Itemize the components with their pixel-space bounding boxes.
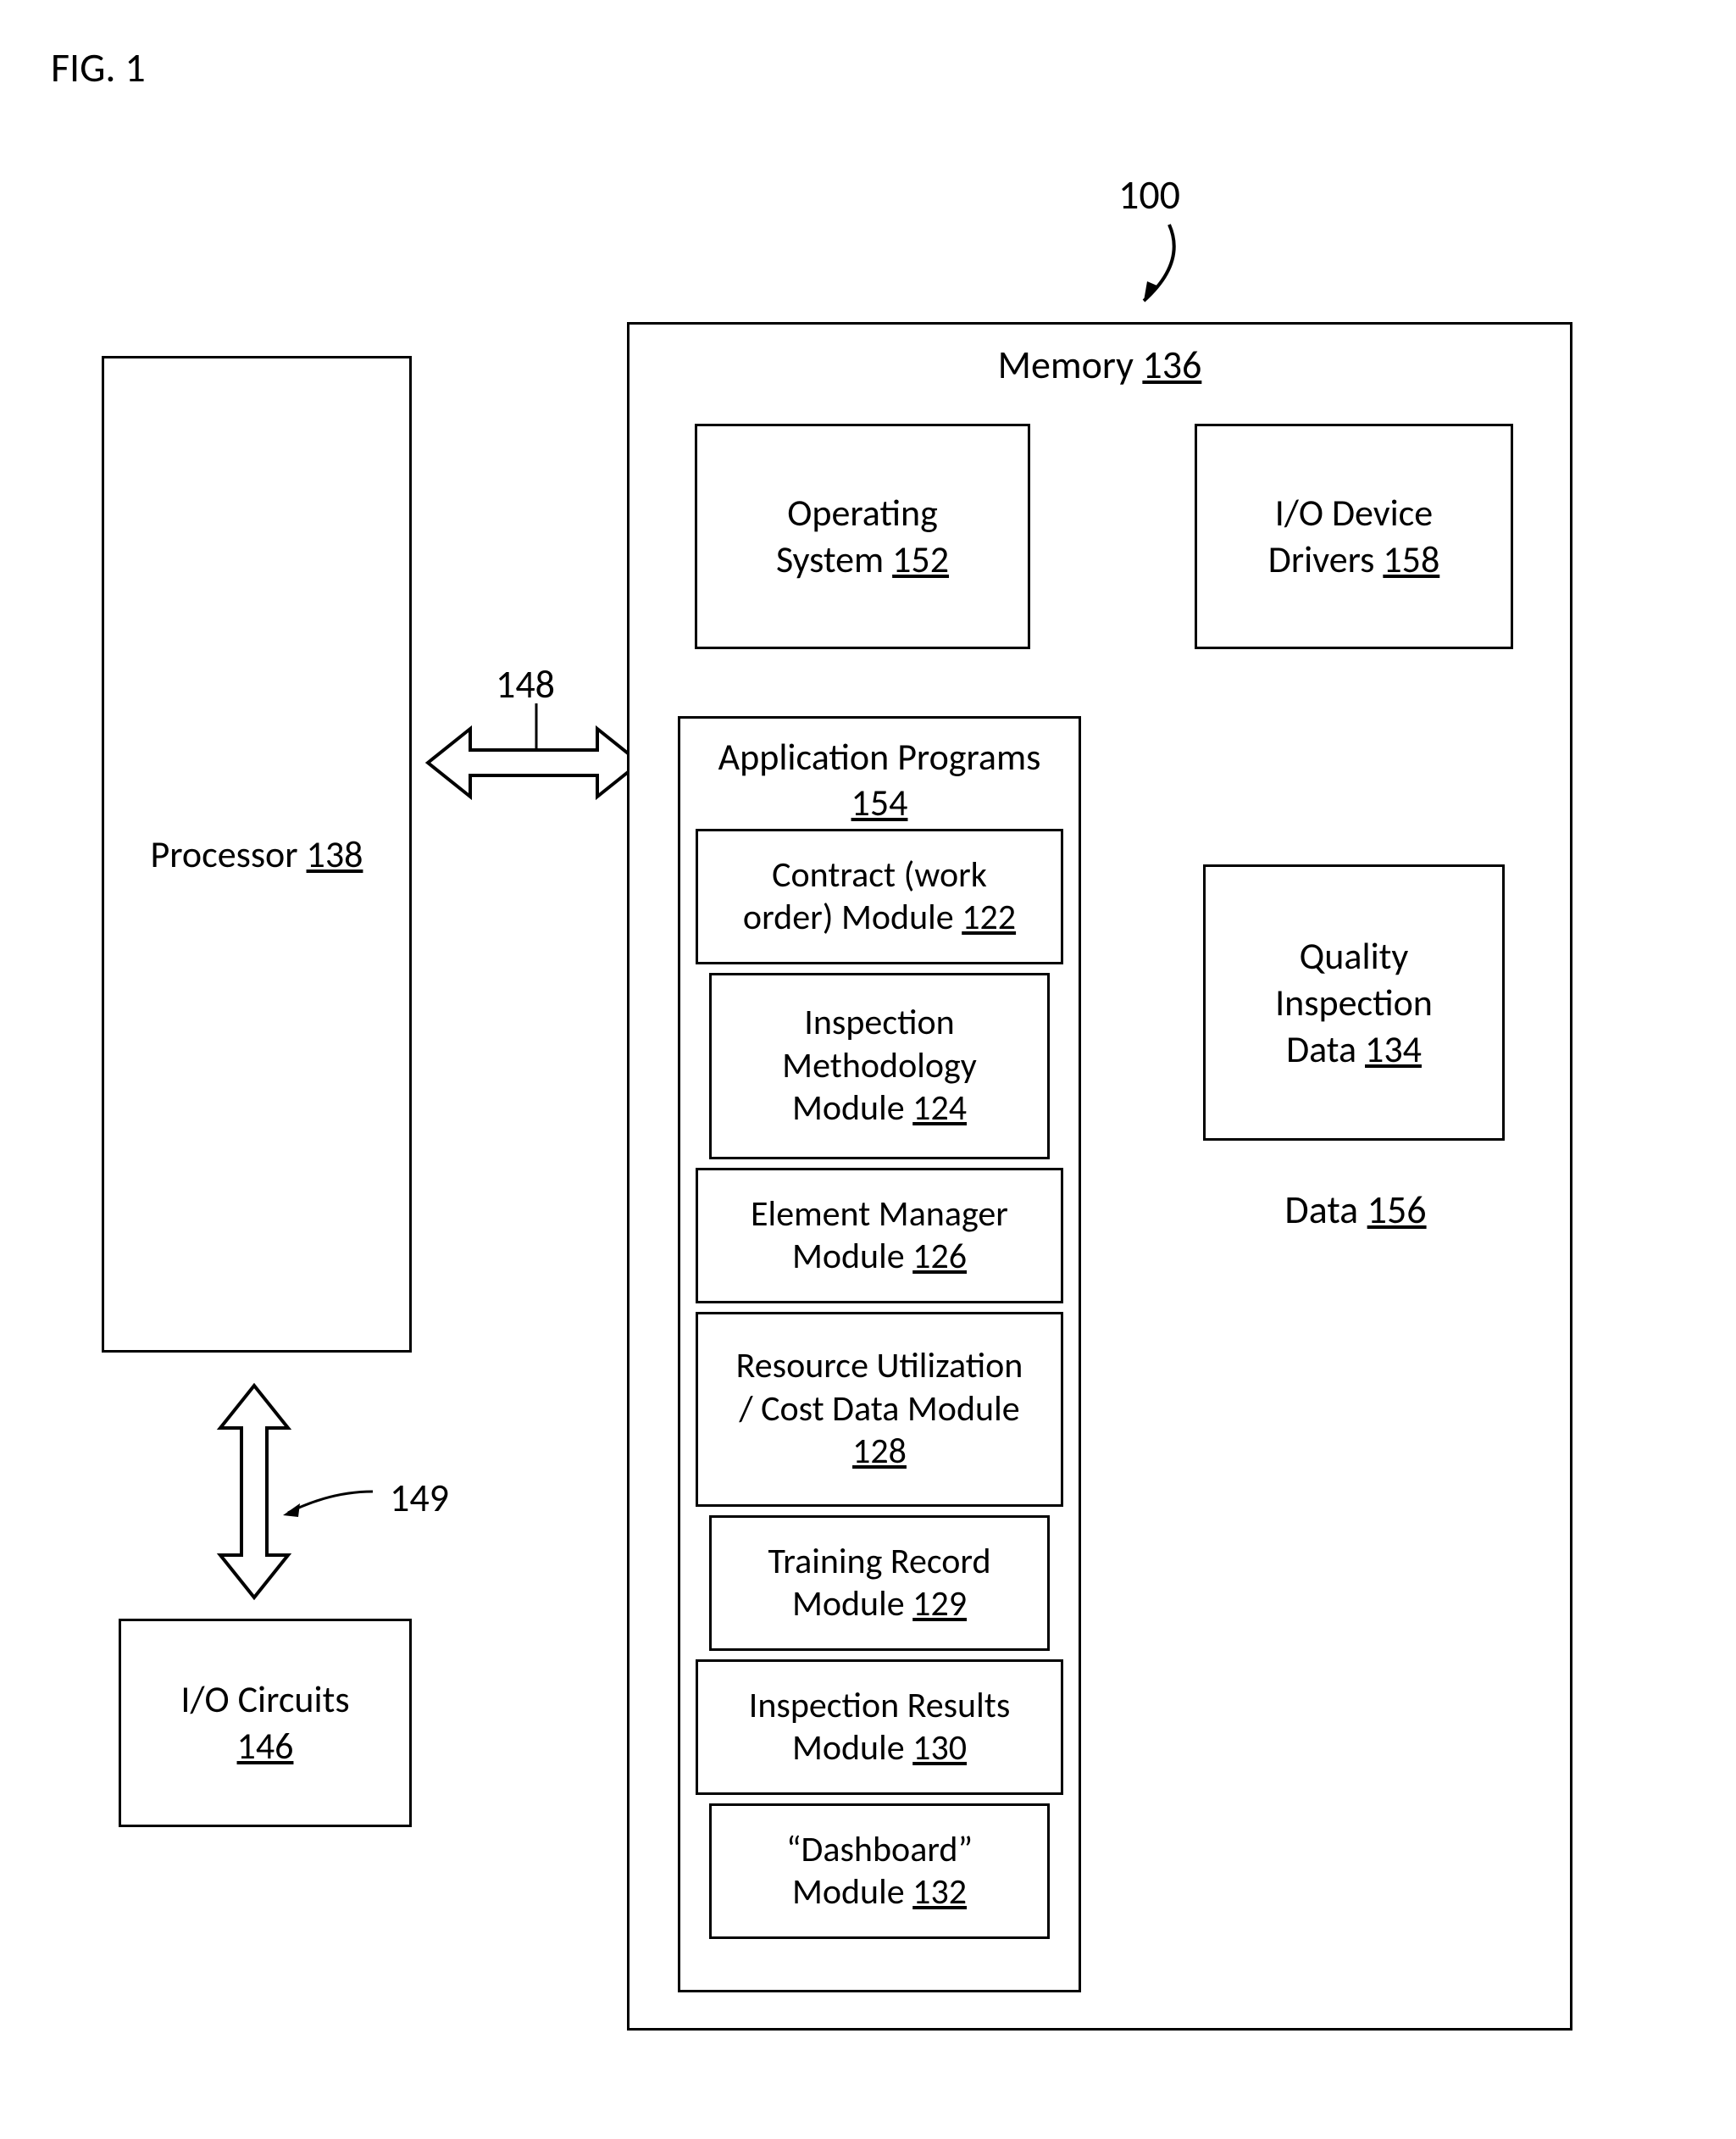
arrow-148 [424, 712, 644, 822]
m5-num: 129 [912, 1582, 967, 1625]
apptitle-num: 154 [680, 780, 1079, 825]
io-circuits-text: I/O Circuits [180, 1676, 349, 1723]
qid-a: Quality [1300, 933, 1409, 980]
processor-box: Processor 138 [102, 356, 412, 1353]
io-circuits-num: 146 [237, 1723, 294, 1770]
application-programs-title: Application Programs 154 [680, 734, 1079, 825]
module-resource-utilization: Resource Utilization / Cost Data Module … [696, 1312, 1063, 1507]
io-circuits-box: I/O Circuits 146 [119, 1619, 412, 1827]
memory-text: Memory [998, 342, 1143, 389]
module-inspection-results: Inspection Results Module 130 [696, 1659, 1063, 1795]
m1-a: Contract (work [772, 853, 987, 897]
apptitle-text: Application Programs [718, 734, 1041, 780]
m2-b: Methodology [782, 1044, 977, 1087]
quality-inspection-data-box: Quality Inspection Data 134 [1203, 864, 1505, 1141]
module-dashboard: “Dashboard” Module 132 [709, 1803, 1050, 1939]
os-line2: System 152 [776, 536, 949, 583]
processor-num: 138 [307, 831, 363, 877]
m4-a: Resource Utilization [736, 1344, 1023, 1387]
m1-num: 122 [962, 896, 1016, 939]
qid-num: 134 [1365, 1026, 1422, 1072]
m4-b: / Cost Data Module [739, 1387, 1019, 1431]
m4-num: 128 [852, 1430, 907, 1473]
figure-label: FIG. 1 [51, 42, 146, 92]
figure-page: FIG. 1 100 Processor 138 148 149 I/O Cir… [0, 0, 1736, 2139]
iodrv-text-b: Drivers [1268, 536, 1384, 582]
ref-100-label: 100 [1118, 169, 1180, 219]
data156-num: 156 [1367, 1186, 1427, 1234]
iodrv-num: 158 [1383, 536, 1439, 582]
io-device-drivers-box: I/O Device Drivers 158 [1195, 424, 1513, 649]
application-programs-box: Application Programs 154 Contract (work … [678, 716, 1081, 1992]
os-text-b: System [776, 536, 892, 582]
module-element-manager: Element Manager Module 126 [696, 1168, 1063, 1303]
ref-149-label: 149 [390, 1475, 449, 1522]
iodrv-line2: Drivers 158 [1268, 536, 1440, 583]
m7-num: 132 [912, 1870, 967, 1914]
m6-a: Inspection Results [749, 1684, 1011, 1727]
m2-c: Module [792, 1086, 912, 1130]
m5-b: Module [792, 1582, 912, 1625]
m6-num: 130 [912, 1726, 967, 1770]
m2-num: 124 [912, 1086, 967, 1130]
m3-b: Module [792, 1235, 912, 1278]
module-training-record: Training Record Module 129 [709, 1515, 1050, 1651]
m3-a: Element Manager [751, 1192, 1008, 1236]
data156-text: Data [1284, 1186, 1367, 1234]
processor-text: Processor [151, 831, 307, 877]
m1-b: order) Module [743, 896, 962, 939]
m7-b: Module [792, 1870, 912, 1914]
processor-label: Processor 138 [151, 831, 363, 878]
m6-b: Module [792, 1726, 912, 1770]
ref-100-leader-arrow [1110, 220, 1212, 322]
memory-title: Memory 136 [630, 342, 1570, 389]
data-156-label: Data 156 [1212, 1186, 1500, 1234]
iodrv-text-a: I/O Device [1275, 490, 1433, 536]
module-inspection-methodology: Inspection Methodology Module 124 [709, 973, 1050, 1159]
operating-system-box: Operating System 152 [695, 424, 1030, 649]
qid-line3: Data 134 [1286, 1026, 1422, 1073]
ref-148-label: 148 [496, 661, 555, 708]
m2-a: Inspection [804, 1001, 954, 1044]
m5-a: Training Record [768, 1540, 990, 1583]
arrow-149 [203, 1381, 313, 1602]
qid-b: Inspection [1275, 980, 1433, 1026]
qid-c: Data [1286, 1026, 1365, 1072]
memory-num: 136 [1142, 342, 1201, 389]
module-contract: Contract (work order) Module 122 [696, 829, 1063, 964]
os-text-a: Operating [787, 490, 938, 536]
os-num: 152 [892, 536, 949, 582]
m7-a: “Dashboard” [786, 1828, 973, 1871]
m3-num: 126 [912, 1235, 967, 1278]
